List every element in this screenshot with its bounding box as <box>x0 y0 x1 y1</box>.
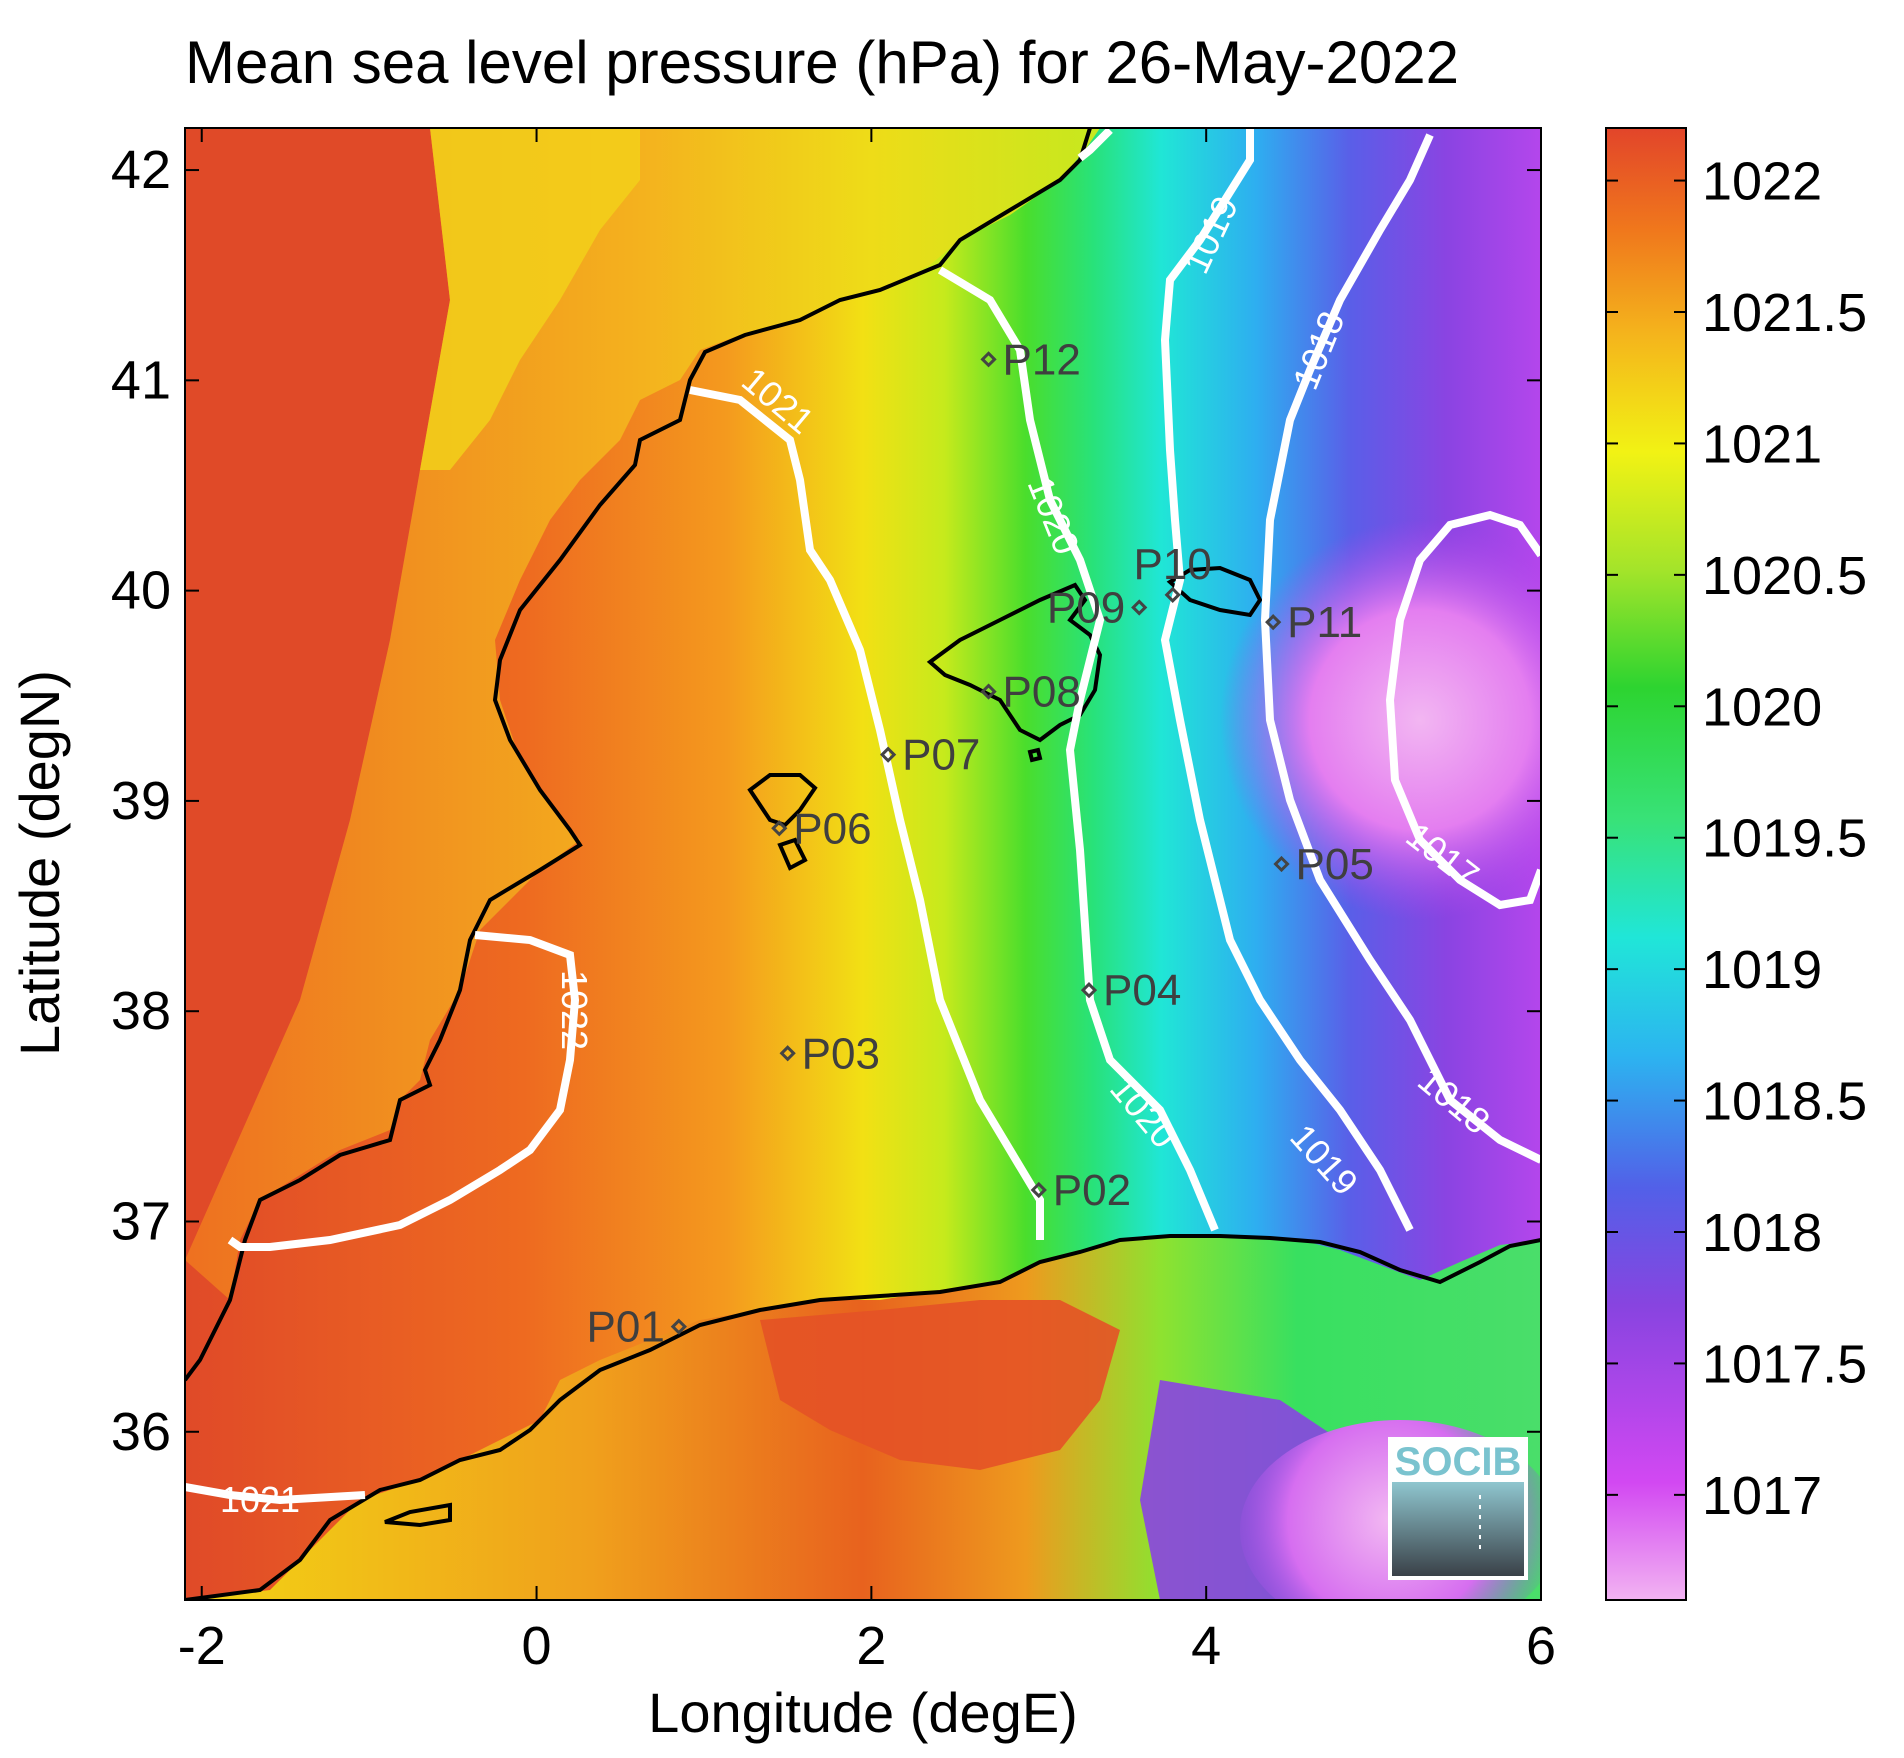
contour-1021-north <box>1077 128 1113 162</box>
map-ticks: -2 0 2 4 6 36 37 38 39 40 41 42 <box>111 128 1556 1676</box>
station-label: P12 <box>1003 335 1081 384</box>
station-marker <box>980 351 997 368</box>
station-marker <box>771 820 788 837</box>
station-label: P08 <box>1003 668 1081 717</box>
station-label: P10 <box>1134 540 1212 589</box>
y-tick-label: 40 <box>111 561 171 621</box>
station-marker <box>1265 614 1282 631</box>
station-p04[interactable]: P04 <box>1080 966 1181 1015</box>
map-axes-box <box>184 127 1542 1601</box>
contour-1022 <box>227 931 580 1251</box>
station-marker <box>670 1318 687 1335</box>
island-cabrera <box>1027 747 1043 763</box>
island-formentera <box>777 837 808 871</box>
station-p06[interactable]: P06 <box>771 804 872 853</box>
x-tick-label: -2 <box>178 1616 226 1676</box>
contour-lines <box>185 128 1541 1505</box>
station-label: P11 <box>1287 598 1362 647</box>
station-p10[interactable]: P10 <box>1134 540 1212 603</box>
x-tick-label: 6 <box>1526 1616 1556 1676</box>
station-label: P03 <box>802 1029 880 1078</box>
island-alboran <box>384 1502 452 1528</box>
y-tick-label: 36 <box>111 1402 171 1462</box>
x-axis-label: Longitude (degE) <box>648 1681 1078 1744</box>
station-marker <box>779 1045 796 1062</box>
logo-text: SOCIB <box>1395 1440 1522 1484</box>
station-marker <box>1164 586 1181 603</box>
island-ibiza <box>747 773 818 828</box>
chart-title: Mean sea level pressure (hPa) for 26-May… <box>185 29 1459 96</box>
coastline-africa <box>185 1234 1541 1600</box>
coastline <box>185 128 1541 1600</box>
station-p09[interactable]: P09 <box>1047 583 1148 632</box>
station-label: P02 <box>1053 1166 1131 1215</box>
station-p01[interactable]: P01 <box>587 1303 687 1352</box>
station-label: P09 <box>1047 583 1125 632</box>
island-mallorca <box>926 582 1103 743</box>
station-label: P07 <box>902 731 980 780</box>
station-p05[interactable]: P05 <box>1273 840 1374 889</box>
contour-1018 <box>1260 133 1541 1164</box>
contour-1020 <box>937 266 1219 1232</box>
y-tick-label: 38 <box>111 981 171 1041</box>
y-axis-label: Latitude (degN) <box>8 670 71 1057</box>
x-tick-label: 0 <box>522 1616 552 1676</box>
pressure-field <box>185 128 1541 1600</box>
contour-1017 <box>1385 510 1541 910</box>
x-tick-label: 2 <box>856 1616 886 1676</box>
contour-1021 <box>689 386 1044 1240</box>
station-marker <box>980 683 997 700</box>
contour-label-1022: 1022 <box>554 970 595 1050</box>
station-marker <box>1131 599 1148 616</box>
contour-label-1021-south: 1021 <box>220 1479 300 1520</box>
station-marker <box>1273 855 1290 873</box>
station-marker <box>1080 982 1098 999</box>
y-tick-label: 42 <box>111 140 171 200</box>
station-marker <box>879 746 897 763</box>
station-label: P04 <box>1103 966 1181 1015</box>
socib-logo: SOCIB <box>1388 1437 1528 1580</box>
station-p08[interactable]: P08 <box>980 668 1081 717</box>
station-p11[interactable]: P11 <box>1265 598 1362 647</box>
coastline-spain <box>185 128 1092 1382</box>
station-label: P06 <box>793 804 871 853</box>
contour-1021-south <box>185 1483 366 1505</box>
contour-1019 <box>1160 128 1414 1232</box>
station-label: P01 <box>587 1303 665 1352</box>
x-tick-label: 4 <box>1191 1616 1221 1676</box>
station-p07[interactable]: P07 <box>879 731 980 780</box>
station-p02[interactable]: P02 <box>1030 1166 1131 1215</box>
station-label: P05 <box>1296 840 1374 889</box>
station-p12[interactable]: P12 <box>980 335 1081 384</box>
y-tick-label: 39 <box>111 771 171 831</box>
y-tick-label: 41 <box>111 350 171 410</box>
station-marker <box>1030 1181 1047 1199</box>
island-menorca <box>1166 565 1263 618</box>
y-tick-label: 37 <box>111 1191 171 1251</box>
station-p03[interactable]: P03 <box>779 1029 880 1078</box>
land-spain-ne <box>185 128 1100 1300</box>
